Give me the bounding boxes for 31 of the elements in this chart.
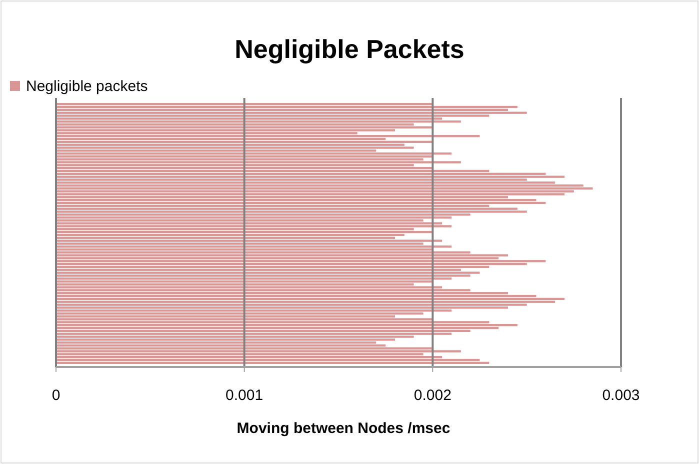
bar: [56, 245, 452, 248]
bar: [56, 350, 461, 352]
bar: [56, 106, 518, 108]
bar: [56, 324, 518, 326]
bar: [56, 134, 480, 138]
chart-title: Negligible Packets: [234, 34, 464, 64]
x-axis-title: Moving between Nodes /msec: [236, 420, 450, 437]
bar: [56, 187, 593, 190]
bar: [56, 272, 480, 274]
bar: [56, 176, 564, 178]
legend-label: Negligible packets: [26, 78, 148, 95]
bar: [56, 112, 527, 114]
bar: [56, 254, 508, 256]
x-tick-label: 0.001: [226, 387, 264, 404]
bar: [56, 120, 461, 123]
bar: [56, 298, 564, 300]
bar: [56, 126, 433, 128]
bar: [56, 161, 461, 164]
bar: [56, 362, 490, 364]
x-tick-label: 0.003: [602, 387, 640, 404]
bar: [56, 230, 433, 234]
bar: [56, 240, 442, 242]
bar: [56, 152, 452, 155]
bar: [56, 225, 452, 228]
x-tick-label: 0: [52, 387, 60, 404]
bar: [56, 146, 414, 149]
x-tick-label: 0.002: [414, 387, 452, 404]
bar: [56, 202, 546, 204]
bar: [56, 210, 527, 213]
bar: [56, 140, 433, 143]
bar: [56, 260, 546, 262]
